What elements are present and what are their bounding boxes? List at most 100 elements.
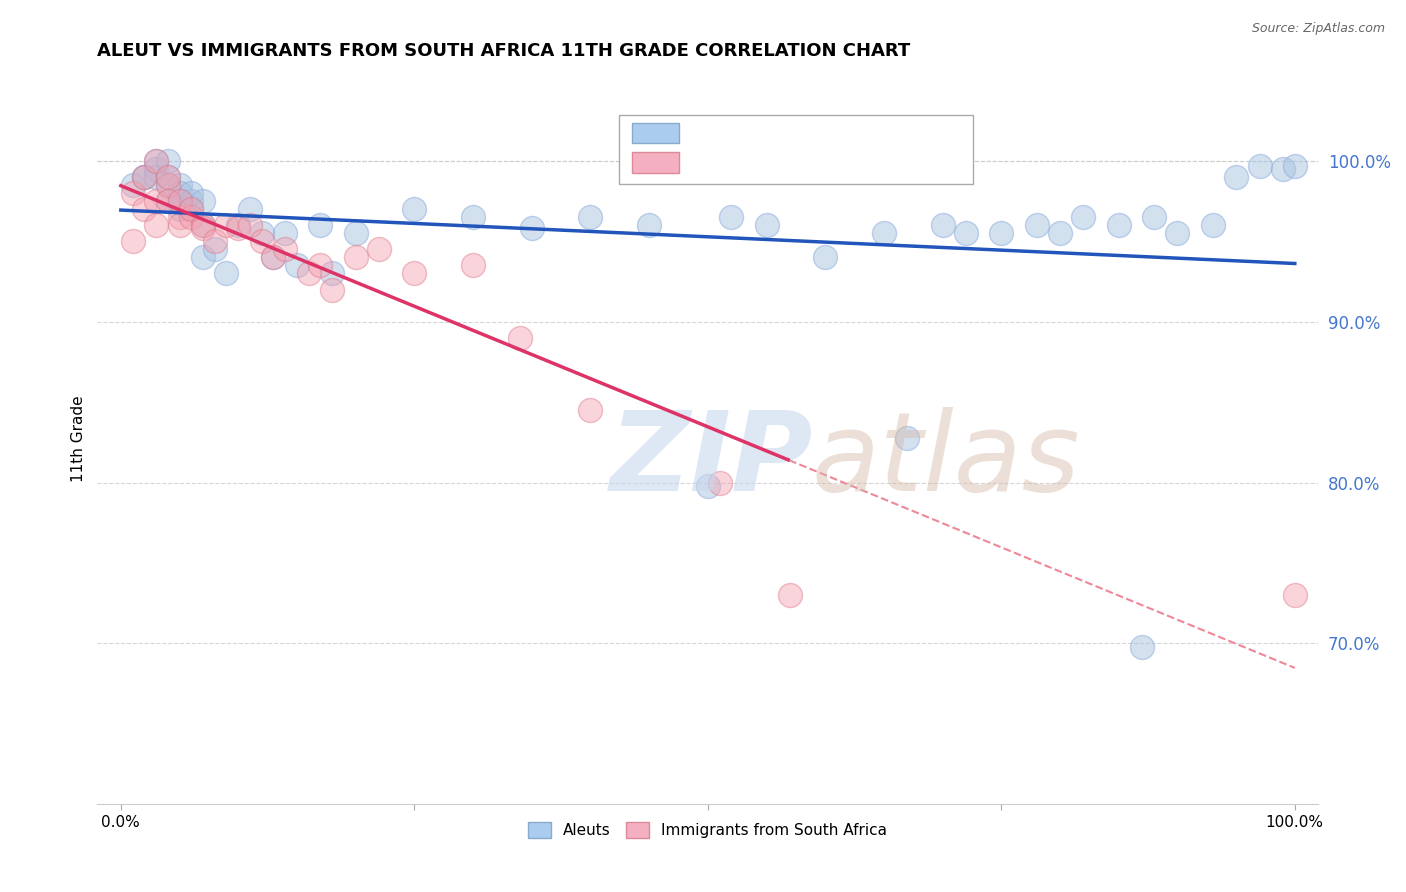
Point	[1073, 210, 1095, 224]
Point	[1143, 210, 1166, 224]
Point	[509, 331, 531, 345]
Point	[169, 210, 191, 224]
Point	[309, 259, 332, 273]
Point	[191, 219, 214, 233]
Point	[156, 178, 179, 192]
Point	[250, 235, 273, 249]
Point	[121, 178, 143, 192]
Point	[404, 202, 426, 216]
Point	[274, 243, 297, 257]
Text: N =: N =	[842, 124, 886, 143]
Point	[169, 202, 191, 216]
Point	[1225, 169, 1247, 184]
Point	[262, 251, 284, 265]
Point	[579, 403, 602, 417]
Point	[720, 210, 742, 224]
Text: -0.146: -0.146	[744, 124, 814, 143]
Point	[1025, 219, 1047, 233]
Point	[262, 251, 284, 265]
Point	[520, 221, 543, 235]
Point	[321, 267, 343, 281]
Point	[1284, 588, 1306, 602]
Legend: Aleuts, Immigrants from South Africa: Aleuts, Immigrants from South Africa	[522, 816, 894, 844]
Point	[134, 202, 156, 216]
Point	[779, 588, 801, 602]
Point	[156, 178, 179, 192]
Point	[180, 186, 202, 200]
Point	[180, 202, 202, 216]
Point	[931, 219, 953, 233]
Point	[180, 210, 202, 224]
Point	[638, 219, 661, 233]
Point	[250, 227, 273, 241]
Point	[321, 283, 343, 297]
Point	[156, 194, 179, 208]
Point	[191, 194, 214, 208]
Point	[191, 221, 214, 235]
Point	[204, 235, 226, 249]
Point	[169, 194, 191, 208]
Point	[191, 219, 214, 233]
Point	[274, 227, 297, 241]
Point	[169, 178, 191, 192]
Point	[461, 259, 484, 273]
Point	[204, 243, 226, 257]
Point	[134, 169, 156, 184]
Point	[226, 219, 249, 233]
Point	[145, 153, 167, 168]
Point	[955, 227, 977, 241]
Point	[1249, 159, 1271, 173]
Point	[215, 267, 238, 281]
Point	[145, 161, 167, 176]
Point	[191, 251, 214, 265]
Point	[285, 259, 308, 273]
Point	[344, 227, 367, 241]
Point	[156, 153, 179, 168]
Point	[169, 186, 191, 200]
Point	[156, 194, 179, 208]
Text: Source: ZipAtlas.com: Source: ZipAtlas.com	[1251, 22, 1385, 36]
Text: ALEUT VS IMMIGRANTS FROM SOUTH AFRICA 11TH GRADE CORRELATION CHART: ALEUT VS IMMIGRANTS FROM SOUTH AFRICA 11…	[97, 42, 911, 60]
Point	[180, 194, 202, 208]
Point	[1284, 159, 1306, 173]
Point	[1201, 219, 1223, 233]
Point	[145, 169, 167, 184]
Point	[1108, 219, 1130, 233]
Point	[309, 219, 332, 233]
Point	[180, 202, 202, 216]
Point	[696, 479, 718, 493]
Point	[145, 194, 167, 208]
Point	[755, 219, 778, 233]
Point	[896, 431, 918, 445]
Text: N =: N =	[842, 153, 886, 172]
Text: R =: R =	[692, 153, 734, 172]
Bar	[633, 123, 679, 144]
Point	[298, 267, 321, 281]
FancyBboxPatch shape	[619, 115, 973, 185]
Point	[169, 219, 191, 233]
Point	[1166, 227, 1188, 241]
Point	[709, 475, 731, 490]
Point	[121, 186, 143, 200]
Text: atlas: atlas	[811, 407, 1080, 514]
Bar	[633, 153, 679, 173]
Text: -0.442: -0.442	[744, 153, 814, 172]
Point	[1049, 227, 1071, 241]
Point	[579, 210, 602, 224]
Point	[368, 243, 391, 257]
Point	[121, 235, 143, 249]
Point	[990, 227, 1012, 241]
Point	[215, 219, 238, 233]
Point	[344, 251, 367, 265]
Point	[1130, 640, 1153, 654]
Point	[156, 169, 179, 184]
Point	[873, 227, 896, 241]
Point	[814, 251, 837, 265]
Text: R =: R =	[692, 124, 734, 143]
Point	[134, 169, 156, 184]
Point	[156, 169, 179, 184]
Point	[404, 267, 426, 281]
Point	[461, 210, 484, 224]
Point	[1272, 161, 1295, 176]
Point	[239, 219, 262, 233]
